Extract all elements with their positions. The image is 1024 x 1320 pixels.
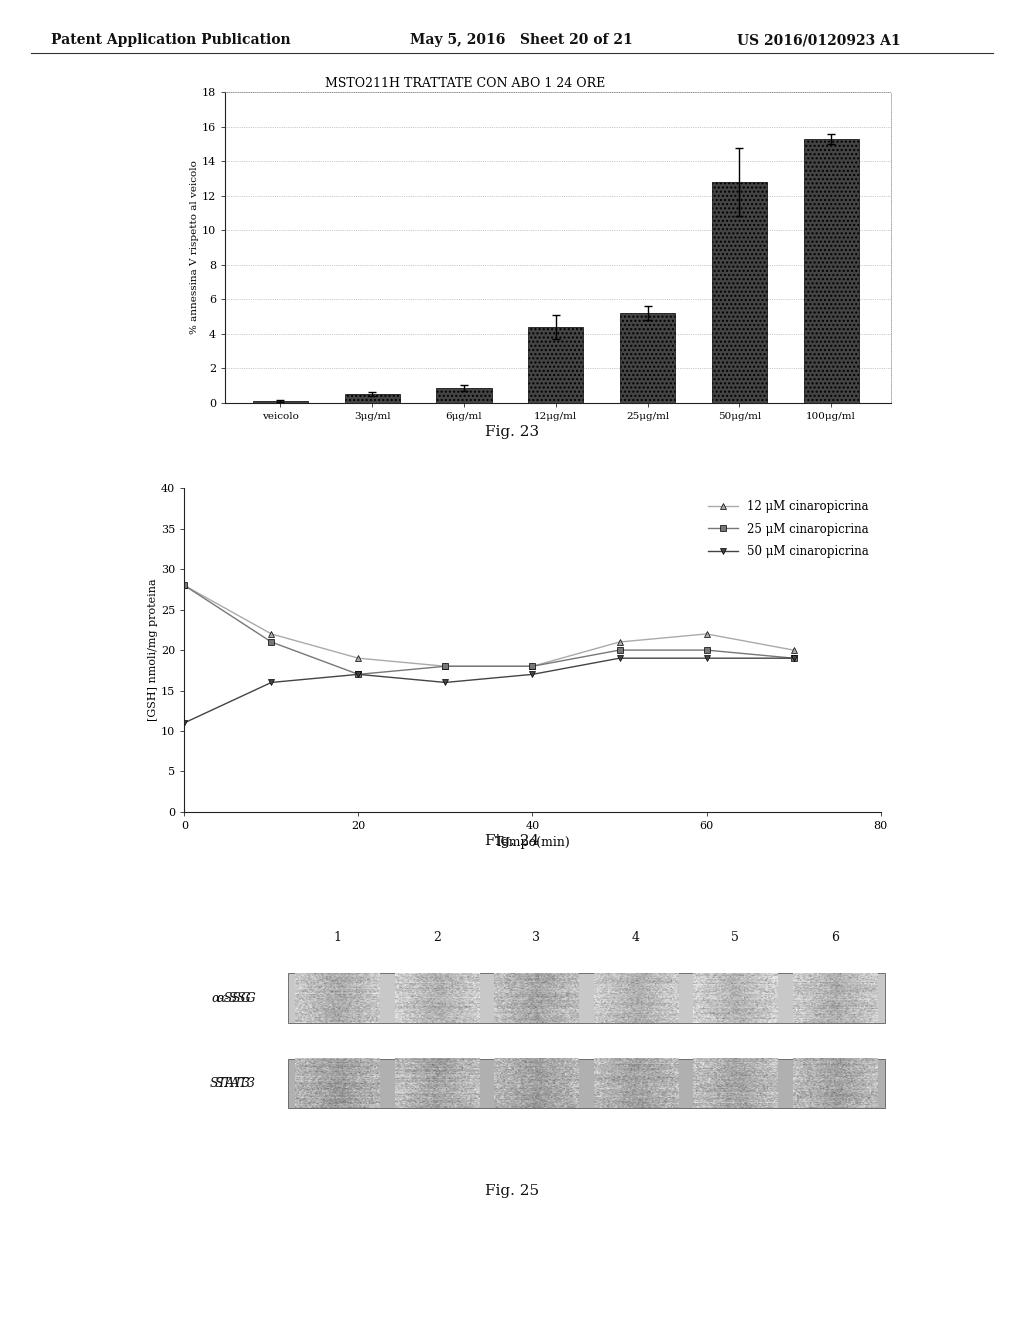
12 μM cinaropicrina — [613, 634, 626, 649]
Y-axis label: % annessina V rispetto al veicolo: % annessina V rispetto al veicolo — [190, 161, 200, 334]
50 μM cinaropicrina — [439, 675, 452, 690]
Text: Patent Application Publication: Patent Application Publication — [51, 33, 291, 48]
12 μM cinaropicrina — [352, 651, 365, 667]
Bar — [288, 973, 885, 1023]
50 μM cinaropicrina — [352, 667, 365, 682]
12 μM cinaropicrina — [439, 659, 452, 675]
Text: 3: 3 — [532, 931, 541, 944]
12 μM cinaropicrina — [526, 659, 539, 675]
Bar — [253, 401, 308, 403]
25 μM cinaropicrina — [526, 659, 539, 675]
25 μM cinaropicrina — [700, 643, 713, 659]
50 μM cinaropicrina — [787, 651, 800, 667]
50 μM cinaropicrina — [265, 675, 278, 690]
Bar — [288, 1059, 885, 1107]
Text: 6: 6 — [830, 931, 839, 944]
25 μM cinaropicrina — [613, 643, 626, 659]
Bar — [345, 393, 399, 403]
Legend: 12 μM cinaropicrina, 25 μM cinaropicrina, 50 μM cinaropicrina: 12 μM cinaropicrina, 25 μM cinaropicrina… — [702, 494, 874, 564]
Text: Fig. 24: Fig. 24 — [485, 834, 539, 847]
Text: 1: 1 — [334, 931, 341, 944]
Text: STAT3: STAT3 — [210, 1077, 251, 1090]
Bar — [804, 139, 859, 403]
X-axis label: Tempo(min): Tempo(min) — [495, 837, 570, 849]
Line: 12 μM cinaropicrina: 12 μM cinaropicrina — [181, 582, 797, 669]
Bar — [436, 388, 492, 403]
50 μM cinaropicrina — [178, 715, 190, 731]
Bar — [528, 327, 584, 403]
Text: US 2016/0120923 A1: US 2016/0120923 A1 — [737, 33, 901, 48]
12 μM cinaropicrina — [265, 626, 278, 642]
Text: α-SSG: α-SSG — [216, 991, 256, 1005]
Text: May 5, 2016   Sheet 20 of 21: May 5, 2016 Sheet 20 of 21 — [410, 33, 633, 48]
Line: 50 μM cinaropicrina: 50 μM cinaropicrina — [181, 655, 797, 726]
12 μM cinaropicrina — [178, 578, 190, 594]
25 μM cinaropicrina — [352, 667, 365, 682]
50 μM cinaropicrina — [700, 651, 713, 667]
50 μM cinaropicrina — [613, 651, 626, 667]
25 μM cinaropicrina — [265, 634, 278, 649]
Text: 5: 5 — [731, 931, 739, 944]
25 μM cinaropicrina — [178, 578, 190, 594]
25 μM cinaropicrina — [787, 651, 800, 667]
Bar — [621, 313, 675, 403]
25 μM cinaropicrina — [439, 659, 452, 675]
Text: 4: 4 — [632, 931, 640, 944]
Text: α-SSG: α-SSG — [211, 991, 251, 1005]
Line: 25 μM cinaropicrina: 25 μM cinaropicrina — [181, 582, 797, 678]
Bar — [712, 182, 767, 403]
Text: Fig. 23: Fig. 23 — [485, 425, 539, 438]
Y-axis label: [GSH] nmoli/mg proteina: [GSH] nmoli/mg proteina — [148, 578, 159, 722]
Text: STAT3: STAT3 — [215, 1077, 256, 1090]
Text: Fig. 25: Fig. 25 — [485, 1184, 539, 1197]
12 μM cinaropicrina — [787, 643, 800, 659]
12 μM cinaropicrina — [700, 626, 713, 642]
Text: 2: 2 — [433, 931, 441, 944]
50 μM cinaropicrina — [526, 667, 539, 682]
Text: MSTO211H TRATTATE CON ABO 1 24 ORE: MSTO211H TRATTATE CON ABO 1 24 ORE — [326, 77, 605, 90]
